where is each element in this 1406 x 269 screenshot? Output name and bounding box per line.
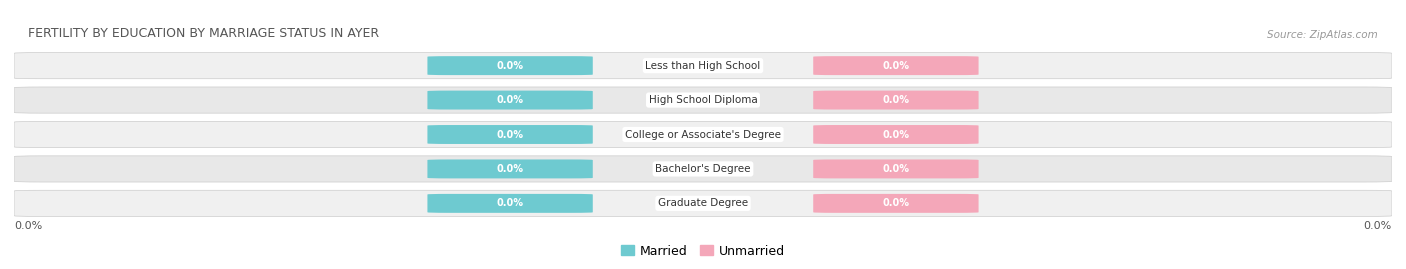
- Text: 0.0%: 0.0%: [883, 164, 910, 174]
- Legend: Married, Unmarried: Married, Unmarried: [616, 239, 790, 263]
- Text: FERTILITY BY EDUCATION BY MARRIAGE STATUS IN AYER: FERTILITY BY EDUCATION BY MARRIAGE STATU…: [28, 27, 380, 40]
- FancyBboxPatch shape: [813, 194, 979, 213]
- Text: Less than High School: Less than High School: [645, 61, 761, 71]
- FancyBboxPatch shape: [813, 125, 979, 144]
- FancyBboxPatch shape: [427, 194, 593, 213]
- FancyBboxPatch shape: [813, 56, 979, 75]
- FancyBboxPatch shape: [427, 160, 593, 178]
- FancyBboxPatch shape: [427, 91, 593, 109]
- Text: 0.0%: 0.0%: [14, 221, 42, 231]
- Text: 0.0%: 0.0%: [883, 129, 910, 140]
- FancyBboxPatch shape: [813, 91, 979, 109]
- Text: 0.0%: 0.0%: [1364, 221, 1392, 231]
- Text: 0.0%: 0.0%: [496, 95, 523, 105]
- FancyBboxPatch shape: [813, 160, 979, 178]
- Text: 0.0%: 0.0%: [496, 129, 523, 140]
- Text: High School Diploma: High School Diploma: [648, 95, 758, 105]
- Text: Source: ZipAtlas.com: Source: ZipAtlas.com: [1267, 30, 1378, 40]
- Text: College or Associate's Degree: College or Associate's Degree: [626, 129, 780, 140]
- Text: 0.0%: 0.0%: [883, 95, 910, 105]
- Text: 0.0%: 0.0%: [883, 61, 910, 71]
- FancyBboxPatch shape: [14, 121, 1392, 148]
- Text: 0.0%: 0.0%: [883, 198, 910, 208]
- FancyBboxPatch shape: [14, 190, 1392, 217]
- FancyBboxPatch shape: [427, 56, 593, 75]
- Text: Graduate Degree: Graduate Degree: [658, 198, 748, 208]
- FancyBboxPatch shape: [14, 52, 1392, 79]
- Text: 0.0%: 0.0%: [496, 164, 523, 174]
- FancyBboxPatch shape: [427, 125, 593, 144]
- Text: 0.0%: 0.0%: [496, 61, 523, 71]
- FancyBboxPatch shape: [14, 87, 1392, 113]
- Text: Bachelor's Degree: Bachelor's Degree: [655, 164, 751, 174]
- Text: 0.0%: 0.0%: [496, 198, 523, 208]
- FancyBboxPatch shape: [14, 156, 1392, 182]
